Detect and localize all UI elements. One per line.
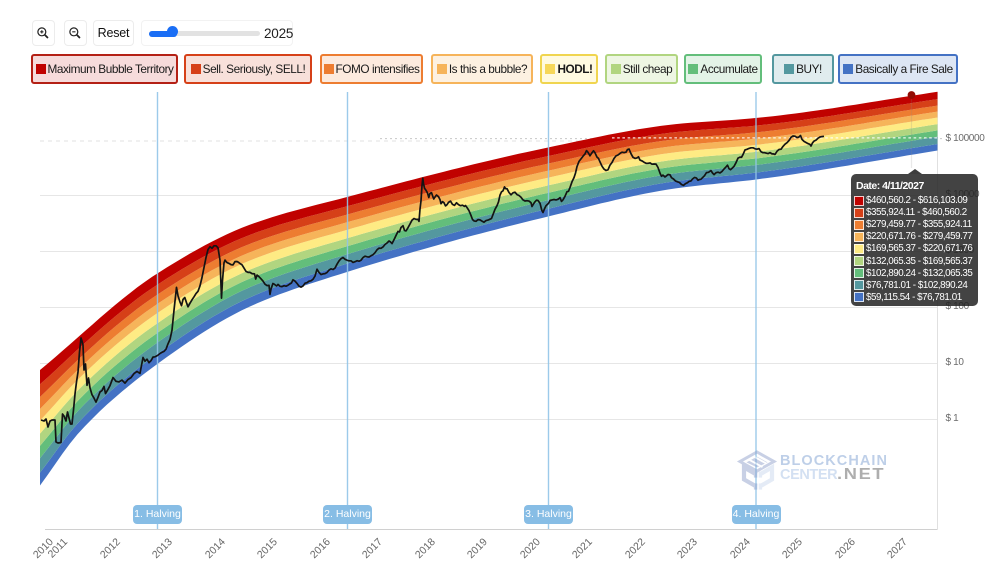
svg-text:CENTER: CENTER [780, 467, 838, 483]
svg-text:BLOCKCHAIN: BLOCKCHAIN [780, 453, 888, 469]
svg-text:.NET: .NET [837, 465, 885, 482]
